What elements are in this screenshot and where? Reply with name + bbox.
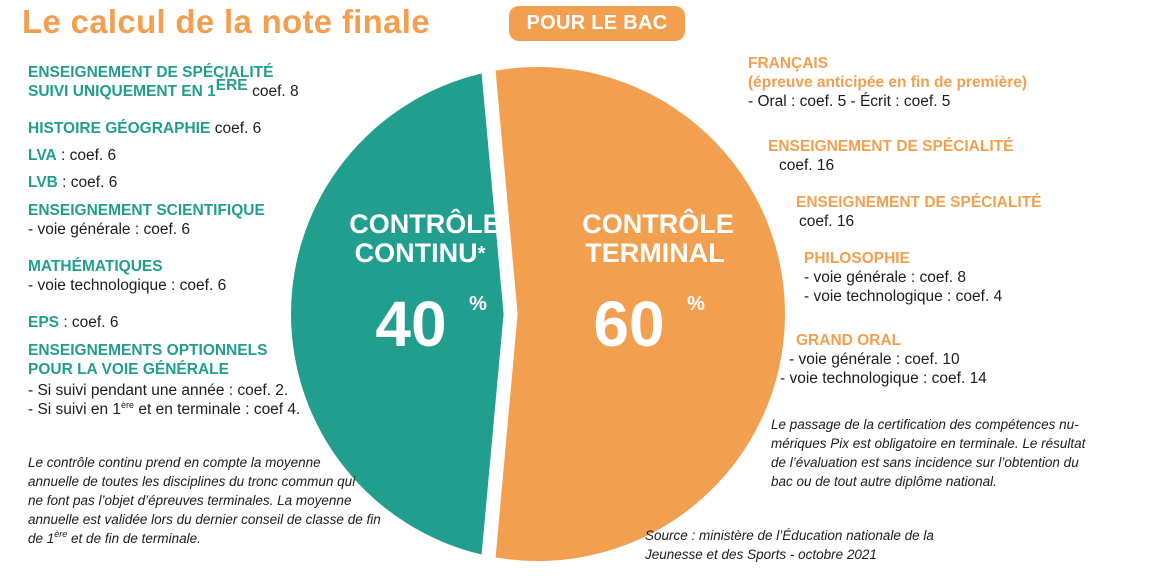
grand-oral: GRAND ORAL - voie générale : coef. 10 - … [780, 332, 987, 387]
specialite-heading-2: SUIVI UNIQUEMENT EN 1ÈRE coef. 8 [28, 77, 299, 100]
continu-label-line1: CONTRÔLE [349, 208, 501, 239]
page-title: Le calcul de la note finale [22, 3, 430, 40]
lva: LVA : coef. 6 [28, 147, 117, 164]
philosophie: PHILOSOPHIE - voie générale : coef. 8 - … [804, 250, 1003, 305]
continu-percent: % [469, 293, 487, 315]
eps: EPS : coef. 6 [28, 314, 119, 331]
options: ENSEIGNEMENTS OPTIONNELS POUR LA VOIE GÉ… [28, 342, 301, 418]
bac-badge: POUR LE BAC [509, 6, 685, 41]
controle-continu-note: Le contrôle continu prend en compte la m… [28, 455, 381, 546]
mathematiques: MATHÉMATIQUES - voie technologique : coe… [28, 258, 227, 294]
continu-label-line2: CONTINU* [355, 238, 486, 268]
pie-slice-controle-continu [290, 73, 504, 555]
terminal-percent: % [687, 293, 705, 315]
histoire-geo: HISTOIRE GÉOGRAPHIE coef. 6 [28, 120, 262, 137]
terminal-label-line2: TERMINAL [585, 238, 724, 268]
terminal-label-line1: CONTRÔLE [582, 208, 734, 239]
lvb: LVB : coef. 6 [28, 174, 118, 191]
left-column: ENSEIGNEMENT DE SPÉCIALITÉ SUIVI UNIQUEM… [28, 63, 299, 101]
francais: FRANÇAIS (épreuve anticipée en fin de pr… [748, 55, 1028, 110]
ens-scientifique: ENSEIGNEMENT SCIENTIFIQUE - voie général… [28, 202, 265, 238]
specialite-2: ENSEIGNEMENT DE SPÉCIALITÉ coef. 16 [796, 194, 1042, 230]
specialite-heading-1: ENSEIGNEMENT DE SPÉCIALITÉ [28, 64, 274, 81]
specialite-1: ENSEIGNEMENT DE SPÉCIALITÉ coef. 16 [768, 138, 1014, 174]
terminal-value: 60 [593, 288, 664, 360]
source-note: Source : ministère de l’Éducation nation… [645, 528, 934, 562]
pix-note: Le passage de la certification des compé… [771, 417, 1086, 489]
continu-value: 40 [375, 288, 446, 360]
pie-slice-controle-terminal [495, 67, 785, 561]
